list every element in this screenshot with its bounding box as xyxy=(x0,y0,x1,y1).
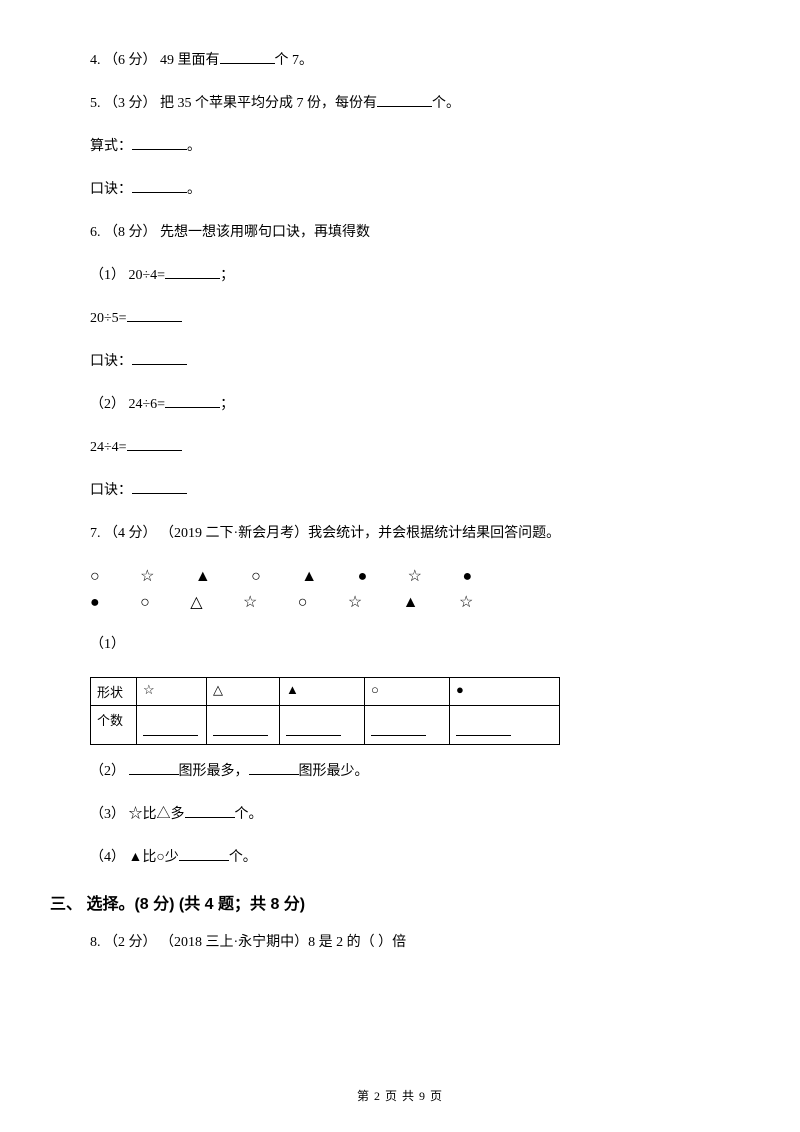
q7-3-suf: 个。 xyxy=(235,807,263,822)
shapes-table: 形状 ☆ △ ▲ ○ ● 个数 xyxy=(90,677,560,745)
q6-k2: 口诀： xyxy=(90,480,710,501)
q4-prefix: 4. （6 分） 49 里面有 xyxy=(90,53,220,68)
shape-row-2: ● ○ △ ☆ ○ ☆ ▲ ☆ xyxy=(90,592,710,612)
suanshi-line: 算式： 。 xyxy=(90,136,710,157)
section-3-heading: 三、 选择。(8 分) (共 4 题；共 8 分) xyxy=(50,890,710,914)
question-8: 8. （2 分） （2018 三上·永宁期中）8 是 2 的（ ）倍 xyxy=(90,932,710,953)
table-col-star: ☆ xyxy=(137,678,207,706)
shape-row-1: ○ ☆ ▲ ○ ▲ ● ☆ ● xyxy=(90,566,710,586)
blank[interactable] xyxy=(127,437,182,451)
q7-3-pre: （3） ☆比△多 xyxy=(90,807,185,822)
blank[interactable] xyxy=(129,761,179,775)
q7-4-suf: 个。 xyxy=(229,850,257,865)
table-header-count: 个数 xyxy=(91,706,137,745)
page-footer: 第 2 页 共 9 页 xyxy=(0,1087,800,1104)
table-cell[interactable] xyxy=(137,706,207,745)
koujue-line: 口诀： 。 xyxy=(90,179,710,200)
q6-2-label: （2） 24÷6= xyxy=(90,397,165,412)
table-row: 个数 xyxy=(91,706,560,745)
q6-k2-label: 口诀： xyxy=(90,483,132,498)
table-header-shape: 形状 xyxy=(91,678,137,706)
page-container: 4. （6 分） 49 里面有 个 7。 5. （3 分） 把 35 个苹果平均分… xyxy=(0,0,800,1132)
question-5: 5. （3 分） 把 35 个苹果平均分成 7 份，每份有 个。 xyxy=(90,93,710,114)
q7-text: 7. （4 分） （2019 二下·新会月考）我会统计，并会根据统计结果回答问题… xyxy=(90,526,560,541)
table-col-circle-open: ○ xyxy=(365,678,450,706)
blank[interactable] xyxy=(220,50,275,64)
q8-text: 8. （2 分） （2018 三上·永宁期中）8 是 2 的（ ）倍 xyxy=(90,935,406,950)
blank[interactable] xyxy=(249,761,299,775)
q6-2b-label: 24÷4= xyxy=(90,440,127,455)
table-col-triangle-open: △ xyxy=(207,678,280,706)
table-cell[interactable] xyxy=(450,706,560,745)
q6-text: 6. （8 分） 先想一想该用哪句口诀，再填得数 xyxy=(90,225,370,240)
blank[interactable] xyxy=(165,394,220,408)
q6-2: （2） 24÷6= ； xyxy=(90,394,710,415)
koujue-label: 口诀： xyxy=(90,182,132,197)
q7-3: （3） ☆比△多 个。 xyxy=(90,804,710,825)
q6-1-label: （1） 20÷4= xyxy=(90,268,165,283)
q5-suffix: 个。 xyxy=(432,96,460,111)
blank[interactable] xyxy=(132,480,187,494)
q7-4: （4） ▲比○少 个。 xyxy=(90,847,710,868)
blank[interactable] xyxy=(127,308,182,322)
q7-2-suf: 图形最少。 xyxy=(299,764,369,779)
q6-2-suffix: ； xyxy=(220,397,234,412)
table-cell[interactable] xyxy=(365,706,450,745)
q4-suffix: 个 7。 xyxy=(275,53,314,68)
question-6: 6. （8 分） 先想一想该用哪句口诀，再填得数 xyxy=(90,222,710,243)
table-row: 形状 ☆ △ ▲ ○ ● xyxy=(91,678,560,706)
q6-k1-label: 口诀： xyxy=(90,354,132,369)
table-col-circle-filled: ● xyxy=(450,678,560,706)
suanshi-label: 算式： xyxy=(90,139,132,154)
question-4: 4. （6 分） 49 里面有 个 7。 xyxy=(90,50,710,71)
q7-2-mid: 图形最多， xyxy=(179,764,249,779)
q7-1: （1） xyxy=(90,634,710,655)
q6-1: （1） 20÷4= ； xyxy=(90,265,710,286)
suanshi-suffix: 。 xyxy=(187,139,201,154)
table-cell[interactable] xyxy=(280,706,365,745)
question-7: 7. （4 分） （2019 二下·新会月考）我会统计，并会根据统计结果回答问题… xyxy=(90,523,710,544)
blank[interactable] xyxy=(132,136,187,150)
blank[interactable] xyxy=(132,179,187,193)
table-col-triangle-filled: ▲ xyxy=(280,678,365,706)
q5-text: 5. （3 分） 把 35 个苹果平均分成 7 份，每份有 xyxy=(90,96,377,111)
q6-2b: 24÷4= xyxy=(90,437,710,458)
q7-4-pre: （4） ▲比○少 xyxy=(90,850,179,865)
q7-2: （2） 图形最多， 图形最少。 xyxy=(90,761,710,782)
q7-1-label: （1） xyxy=(90,637,125,652)
q6-k1: 口诀： xyxy=(90,351,710,372)
q6-1b: 20÷5= xyxy=(90,308,710,329)
q6-1b-label: 20÷5= xyxy=(90,311,127,326)
q7-2-pre: （2） xyxy=(90,764,129,779)
table-cell[interactable] xyxy=(207,706,280,745)
blank[interactable] xyxy=(165,265,220,279)
blank[interactable] xyxy=(132,351,187,365)
q6-1-suffix: ； xyxy=(220,268,234,283)
blank[interactable] xyxy=(185,804,235,818)
koujue-suffix: 。 xyxy=(187,182,201,197)
blank[interactable] xyxy=(377,93,432,107)
blank[interactable] xyxy=(179,847,229,861)
